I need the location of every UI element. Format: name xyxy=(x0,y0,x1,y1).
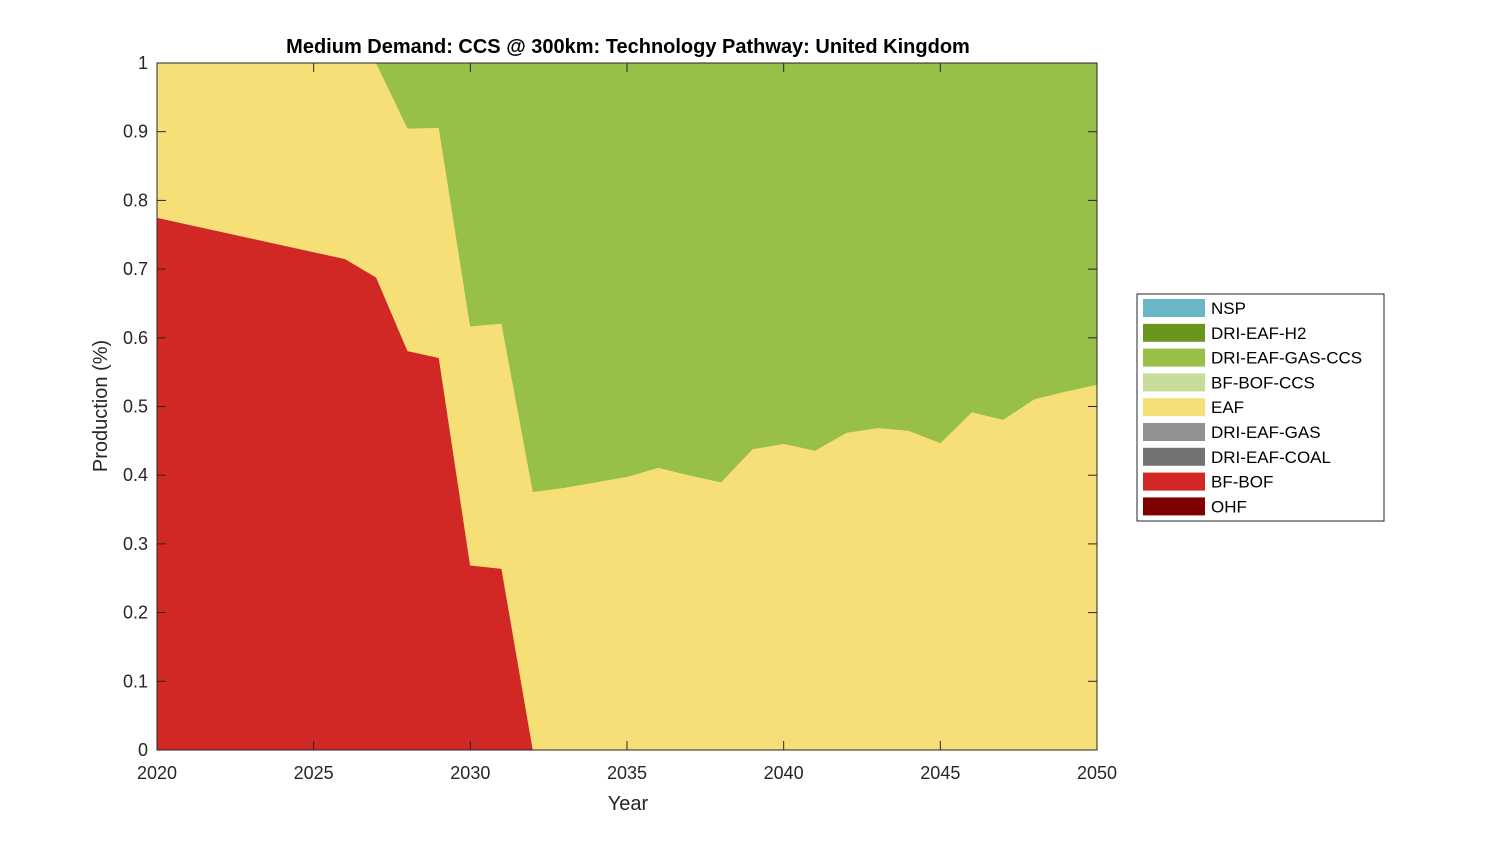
x-tick-label: 2050 xyxy=(1077,763,1117,783)
legend-label-bf-bof: BF-BOF xyxy=(1211,473,1273,492)
x-axis-ticks: 2020 2025 2030 2035 2040 2045 2050 xyxy=(137,63,1117,783)
y-tick-label: 0.3 xyxy=(123,534,148,554)
y-tick-label: 0 xyxy=(138,740,148,760)
legend-swatch-dri-eaf-coal xyxy=(1143,447,1205,466)
y-tick-label: 0.6 xyxy=(123,328,148,348)
legend-swatch-eaf xyxy=(1143,398,1205,417)
legend-swatch-dri-eaf-h2 xyxy=(1143,323,1205,342)
legend-items: NSP DRI-EAF-H2 DRI-EAF-GAS-CCS BF-BOF-CCS EA… xyxy=(1143,299,1362,516)
y-tick-label: 0.2 xyxy=(123,603,148,623)
x-tick-label: 2040 xyxy=(764,763,804,783)
x-tick-label: 2045 xyxy=(920,763,960,783)
legend-label-dri-eaf-h2: DRI-EAF-H2 xyxy=(1211,324,1306,343)
legend-swatch-nsp xyxy=(1143,299,1205,317)
legend-label-nsp: NSP xyxy=(1211,299,1246,318)
legend-label-dri-eaf-gas: DRI-EAF-GAS xyxy=(1211,423,1321,442)
area-series-group xyxy=(156,62,1098,751)
legend-label-ohf: OHF xyxy=(1211,497,1247,516)
x-tick-label: 2035 xyxy=(607,763,647,783)
legend-label-dri-eaf-gas-ccs: DRI-EAF-GAS-CCS xyxy=(1211,349,1362,368)
chart-title: Medium Demand: CCS @ 300km: Technology P… xyxy=(286,36,970,58)
legend-label-dri-eaf-coal: DRI-EAF-COAL xyxy=(1211,448,1331,467)
legend-label-eaf: EAF xyxy=(1211,398,1244,417)
legend: NSP DRI-EAF-H2 DRI-EAF-GAS-CCS BF-BOF-CCS EA… xyxy=(1136,293,1385,522)
y-tick-label: 0.7 xyxy=(123,259,148,279)
x-tick-label: 2025 xyxy=(294,763,334,783)
x-tick-label: 2020 xyxy=(137,763,177,783)
y-axis-label: Production (%) xyxy=(90,340,112,472)
legend-swatch-bf-bof xyxy=(1143,472,1205,491)
legend-swatch-ohf xyxy=(1143,497,1205,516)
y-tick-label: 0.9 xyxy=(123,122,148,142)
y-tick-label: 0.8 xyxy=(123,190,148,210)
y-tick-label: 0.4 xyxy=(123,465,148,485)
y-tick-label: 1 xyxy=(138,53,148,73)
legend-swatch-dri-eaf-gas xyxy=(1143,423,1205,441)
x-tick-label: 2030 xyxy=(450,763,490,783)
legend-swatch-dri-eaf-gas-ccs xyxy=(1143,348,1205,367)
y-axis-ticks: 0 0.1 0.2 0.3 0.4 0.5 0.6 0.7 0.8 0.9 1 xyxy=(123,53,1097,760)
y-tick-label: 0.5 xyxy=(123,397,148,417)
legend-label-bf-bof-ccs: BF-BOF-CCS xyxy=(1211,373,1315,392)
legend-swatch-bf-bof-ccs xyxy=(1143,373,1205,392)
y-tick-label: 0.1 xyxy=(123,671,148,691)
x-axis-label: Year xyxy=(608,793,649,815)
